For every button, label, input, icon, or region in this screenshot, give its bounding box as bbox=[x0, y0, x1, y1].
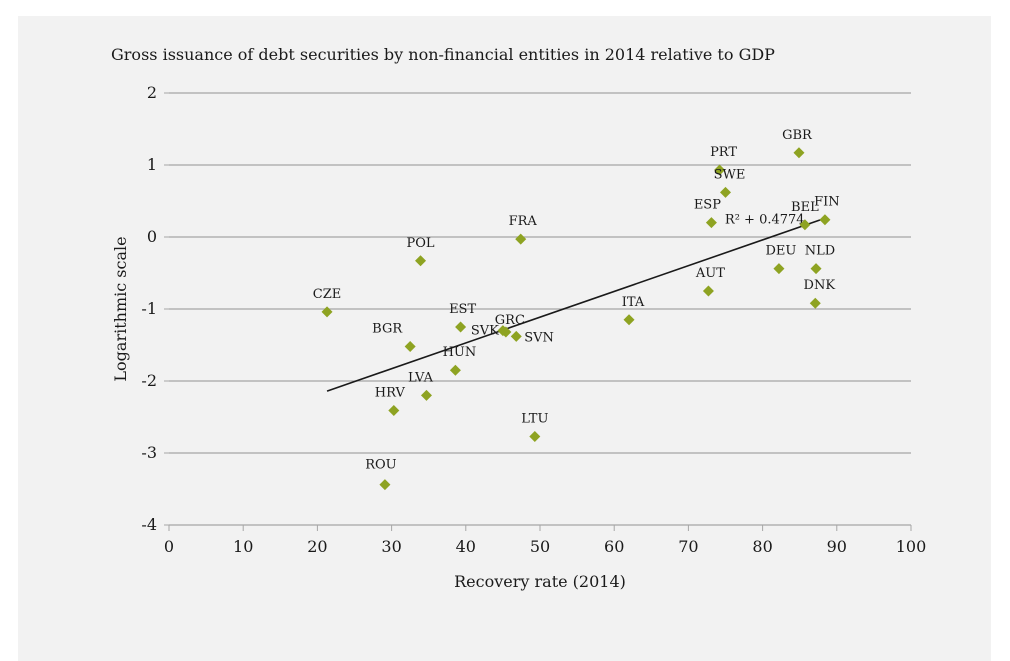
data-label: SVK bbox=[471, 324, 499, 339]
data-label: ESP bbox=[694, 198, 721, 213]
x-tick-label: 20 bbox=[307, 537, 327, 556]
data-point bbox=[529, 430, 541, 442]
y-tick-label: -2 bbox=[141, 371, 157, 390]
y-tick-label: 1 bbox=[147, 155, 157, 174]
data-point bbox=[449, 364, 461, 376]
chart-title: Gross issuance of debt securities by non… bbox=[111, 45, 775, 64]
axes: 210-1-2-3-40 10 20 30 40 50 60 70 80 90 100 bbox=[141, 83, 926, 556]
data-label: EST bbox=[449, 302, 476, 317]
trendline bbox=[326, 217, 826, 392]
data-point bbox=[420, 389, 432, 401]
data-point bbox=[455, 321, 467, 333]
data-label: GRC bbox=[495, 313, 525, 328]
data-point bbox=[809, 297, 821, 309]
data-label: LVA bbox=[408, 370, 434, 385]
data-point bbox=[500, 326, 512, 338]
data-point bbox=[404, 340, 416, 352]
data-label: FRA bbox=[509, 214, 538, 229]
data-label: BEL bbox=[791, 200, 819, 215]
data-label: CZE bbox=[313, 287, 341, 302]
trendline-group: R² + 0.4774 bbox=[326, 212, 826, 392]
data-label: PRT bbox=[710, 145, 737, 160]
x-tick-label: 70 bbox=[678, 537, 698, 556]
data-label: LTU bbox=[521, 411, 548, 426]
data-point bbox=[799, 219, 811, 231]
data-label: FIN bbox=[814, 195, 840, 210]
r-squared-annotation: R² + 0.4774 bbox=[725, 212, 805, 227]
data-label: BGR bbox=[372, 321, 403, 336]
data-point bbox=[793, 147, 805, 159]
data-point bbox=[714, 164, 726, 176]
data-label: GBR bbox=[782, 128, 813, 143]
data-point bbox=[515, 233, 527, 245]
data-label: SVN bbox=[524, 330, 554, 345]
y-tick-label: 0 bbox=[147, 227, 157, 246]
data-point bbox=[623, 314, 635, 326]
data-point bbox=[415, 255, 427, 267]
x-axis-title: Recovery rate (2014) bbox=[454, 572, 626, 591]
x-tick-label: 90 bbox=[827, 537, 847, 556]
data-label: HRV bbox=[375, 386, 406, 401]
x-tick-label: 10 bbox=[233, 537, 253, 556]
data-point bbox=[773, 263, 785, 275]
x-tick-label: 30 bbox=[381, 537, 401, 556]
data-label: POL bbox=[407, 236, 435, 251]
data-point bbox=[702, 285, 714, 297]
chart-panel: Gross issuance of debt securities by non… bbox=[18, 16, 991, 661]
x-tick-label: 60 bbox=[604, 537, 624, 556]
data-label: DEU bbox=[765, 244, 796, 259]
y-tick-label: -1 bbox=[141, 299, 157, 318]
scatter-chart: Gross issuance of debt securities by non… bbox=[111, 45, 926, 591]
data-label: NLD bbox=[805, 244, 835, 259]
data-point bbox=[819, 214, 831, 226]
y-axis-title: Logarithmic scale bbox=[111, 236, 130, 381]
data-label: DNK bbox=[804, 278, 836, 293]
data-label: ROU bbox=[365, 458, 396, 473]
data-label: AUT bbox=[695, 266, 725, 281]
x-tick-label: 100 bbox=[896, 537, 927, 556]
data-label: HUN bbox=[443, 345, 477, 360]
y-tick-label: -3 bbox=[141, 443, 157, 462]
data-point bbox=[720, 186, 731, 198]
data-point bbox=[705, 217, 717, 229]
data-label: SWE bbox=[714, 167, 746, 182]
x-tick-label: 0 bbox=[164, 537, 174, 556]
y-tick-label: -4 bbox=[141, 515, 157, 534]
x-tick-label: 50 bbox=[530, 537, 550, 556]
x-tick-label: 80 bbox=[752, 537, 772, 556]
x-tick-label: 40 bbox=[456, 537, 476, 556]
data-point bbox=[379, 479, 391, 491]
data-point bbox=[388, 405, 400, 417]
data-label: ITA bbox=[622, 295, 645, 310]
data-point bbox=[810, 263, 822, 275]
y-tick-label: 2 bbox=[147, 83, 157, 102]
data-point bbox=[321, 306, 333, 318]
data-point bbox=[510, 330, 522, 342]
gridlines bbox=[169, 92, 911, 454]
